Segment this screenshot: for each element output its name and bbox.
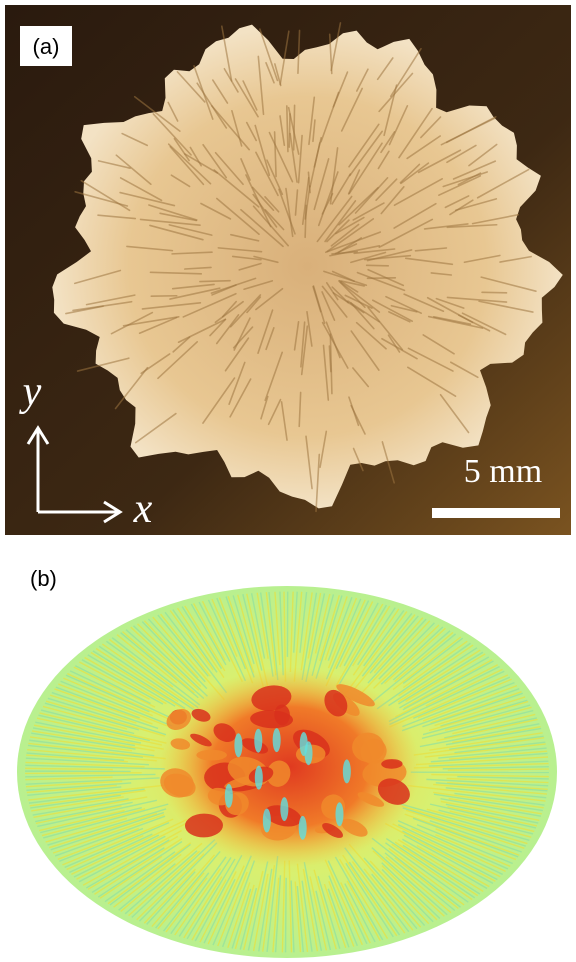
scale-bar-label: 5 mm — [464, 453, 542, 490]
scale-bar — [432, 508, 560, 518]
core-valley — [273, 728, 281, 752]
core-valley — [343, 759, 351, 783]
core-valley — [263, 808, 271, 832]
wrinkle — [294, 105, 295, 150]
simulation — [17, 586, 557, 958]
core-peak — [196, 750, 227, 761]
panel-label: (a) — [33, 34, 60, 59]
axis-label-x: x — [133, 486, 153, 532]
wrinkle — [200, 281, 230, 282]
wrinkle — [289, 114, 290, 147]
core-valley — [335, 802, 343, 826]
axis-label-y: y — [19, 369, 42, 415]
core-valley — [305, 741, 313, 765]
core-valley — [254, 729, 262, 753]
wrinkle — [482, 292, 506, 293]
page: (a) y x 5 mm (b) (() => { const data = J… — [0, 0, 576, 962]
core-valley — [299, 816, 307, 840]
wrinkle — [368, 278, 396, 279]
ridge — [25, 773, 142, 774]
figure: (a) y x 5 mm (b) — [0, 0, 576, 962]
wrinkle — [287, 106, 288, 152]
core-valley — [255, 766, 263, 790]
panel-label: (b) — [30, 566, 57, 591]
wrinkle — [367, 265, 389, 266]
core-valley — [280, 797, 288, 821]
core-valley — [225, 784, 233, 808]
ridge — [286, 878, 287, 953]
core-valley — [234, 733, 242, 757]
